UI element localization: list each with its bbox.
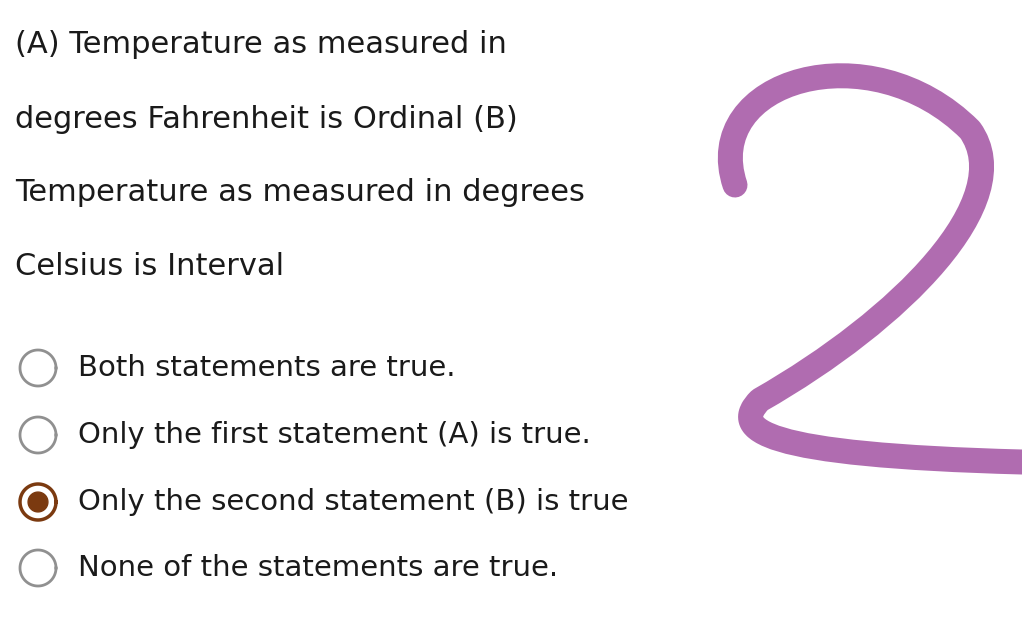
Text: Only the first statement (A) is true.: Only the first statement (A) is true.: [78, 421, 591, 449]
Text: Only the second statement (B) is true: Only the second statement (B) is true: [78, 488, 629, 516]
Text: Celsius is Interval: Celsius is Interval: [15, 252, 284, 281]
Text: degrees Fahrenheit is Ordinal (B): degrees Fahrenheit is Ordinal (B): [15, 105, 518, 134]
Text: Temperature as measured in degrees: Temperature as measured in degrees: [15, 178, 585, 207]
Text: Both statements are true.: Both statements are true.: [78, 354, 456, 382]
Text: (A) Temperature as measured in: (A) Temperature as measured in: [15, 30, 507, 59]
Text: None of the statements are true.: None of the statements are true.: [78, 554, 558, 582]
Polygon shape: [28, 492, 48, 512]
